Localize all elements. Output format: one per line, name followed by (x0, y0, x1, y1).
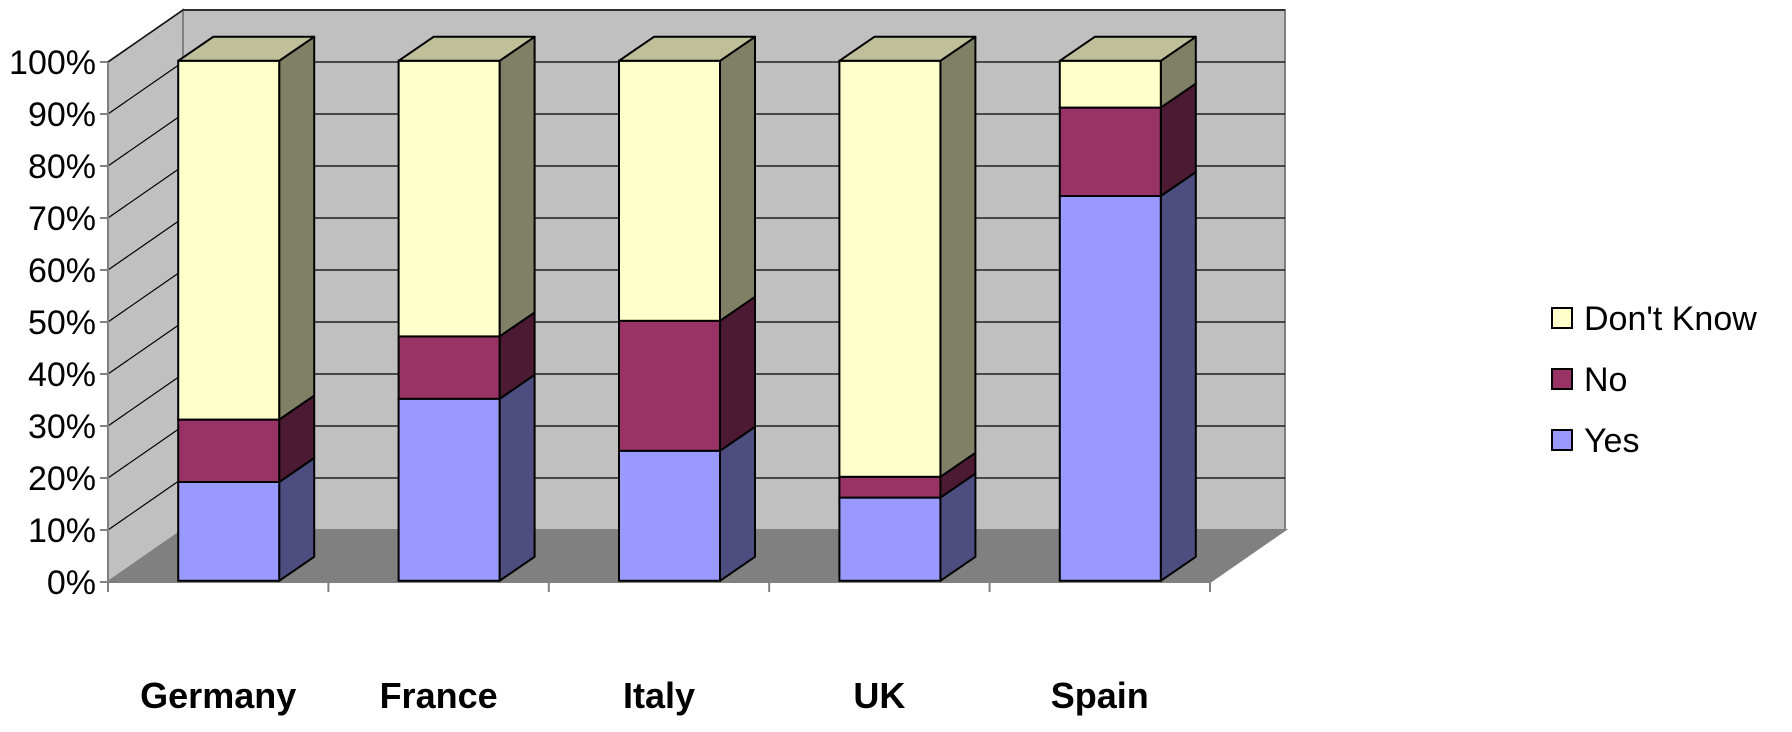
y-tick-label: 50% (28, 304, 96, 342)
bar-spain-yes-side (1159, 171, 1197, 582)
bar-spain-don-t-know-top (1058, 35, 1197, 62)
x-tick-label: France (380, 675, 498, 716)
legend-don-t-know-label: Don't Know (1584, 300, 1757, 338)
bar-france-yes-side (498, 373, 536, 582)
y-tick-label: 60% (28, 252, 96, 290)
bar-stack-uk (838, 35, 977, 582)
bar-spain-yes (1058, 195, 1162, 582)
bar-stack-france (397, 35, 536, 582)
bar-uk-don-t-know-side (939, 35, 977, 478)
x-tick-label: UK (853, 675, 905, 716)
bar-france-don-t-know-side (498, 35, 536, 338)
bar-italy-yes-side (719, 425, 756, 582)
legend-yes-swatch (1551, 429, 1573, 451)
x-tick-label: Italy (623, 675, 695, 716)
gridline-side (107, 477, 184, 531)
bar-uk-yes (838, 496, 942, 582)
bar-uk-don-t-know-top (838, 35, 977, 62)
gridline-side (107, 61, 184, 115)
legend-yes-label: Yes (1584, 422, 1639, 460)
bar-germany-don-t-know-side (278, 35, 316, 421)
gridline-side (107, 165, 184, 219)
bar-italy-don-t-know-side (719, 35, 756, 322)
bar-uk-no (838, 475, 942, 499)
bar-spain-no (1058, 106, 1162, 197)
gridline-side (107, 113, 184, 167)
bar-italy-no (618, 319, 721, 452)
x-tick-label: Germany (140, 675, 296, 716)
bar-stack-spain (1058, 35, 1197, 582)
gridline-side (107, 269, 184, 323)
bar-france-don-t-know-top (397, 35, 536, 62)
bar-stack-germany (177, 35, 316, 582)
y-tick-label: 0% (47, 564, 96, 602)
bar-italy-yes (618, 449, 721, 582)
y-tick-label: 90% (28, 96, 96, 134)
bar-stack-italy (618, 35, 756, 582)
y-tick-label: 30% (28, 408, 96, 446)
legend: Don't Know No Yes (1551, 300, 1757, 460)
y-tick-label: 70% (28, 200, 96, 238)
bar-spain-don-t-know (1058, 59, 1162, 109)
bar-uk-don-t-know (838, 59, 942, 478)
bar-france-don-t-know (397, 59, 501, 338)
bar-italy-no-side (719, 295, 756, 452)
bar-germany-don-t-know-top (177, 35, 316, 62)
bar-germany-no (177, 418, 281, 484)
gridline-side (107, 321, 184, 375)
legend-no-swatch (1551, 368, 1573, 390)
bar-france-yes (397, 397, 501, 582)
y-tick-label: 40% (28, 356, 96, 394)
gridline-side (107, 217, 184, 271)
y-tick-label: 10% (28, 512, 96, 550)
bar-italy-don-t-know-top (618, 35, 756, 62)
gridline-side (107, 9, 184, 63)
bar-italy-don-t-know (618, 59, 721, 322)
gridline-side (107, 425, 184, 479)
x-tick-label: Spain (1051, 675, 1149, 716)
y-tick-label: 20% (28, 460, 96, 498)
bar-france-no (397, 335, 501, 400)
bar-germany-yes (177, 481, 281, 582)
y-tick-label: 80% (28, 148, 96, 186)
legend-no-label: No (1584, 361, 1627, 399)
bar-germany-don-t-know (177, 59, 281, 421)
legend-don-t-know-swatch (1551, 307, 1573, 329)
y-tick-label: 100% (9, 44, 96, 82)
gridline-side (107, 373, 184, 427)
